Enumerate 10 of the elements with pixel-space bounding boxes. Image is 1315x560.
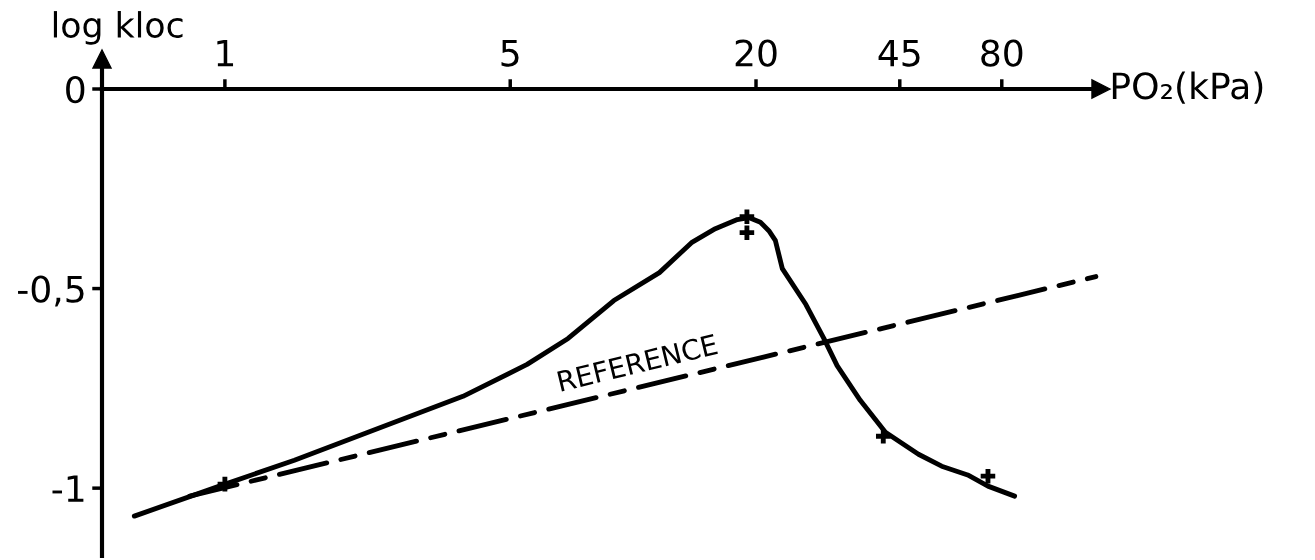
x-tick-label: 80	[981, 39, 1023, 67]
x-tick-label: 1	[217, 39, 234, 67]
y-tick-label: -0,5	[18, 275, 84, 307]
x-tick-label: 45	[878, 39, 920, 67]
y-tick-label: -1	[52, 475, 84, 502]
x-tick-label: 5	[501, 39, 519, 67]
x-tick-label: 20	[735, 39, 777, 67]
y-tick-label: 0	[66, 75, 85, 104]
x-axis-title: PO₂(kPa)	[1112, 71, 1263, 104]
y-axis-title: log kloc	[53, 11, 183, 45]
